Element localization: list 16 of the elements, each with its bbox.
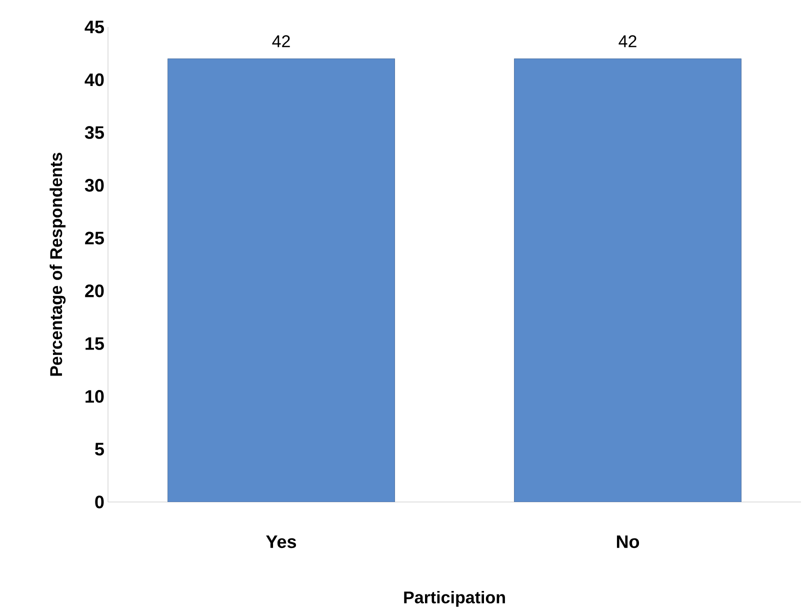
- y-tick-label: 5: [95, 442, 104, 456]
- x-tick-label: Yes: [266, 536, 296, 548]
- y-tick-label: 45: [84, 20, 104, 34]
- y-tick-label: 10: [86, 390, 104, 403]
- y-tick-label: 15: [86, 337, 104, 350]
- y-axis-title: Percentage of Respondents: [50, 152, 66, 376]
- data-label: 42: [272, 35, 290, 48]
- x-tick-label: No: [616, 536, 640, 548]
- y-tick-label: 25: [85, 232, 104, 244]
- y-tick-label: 20: [85, 284, 104, 298]
- y-tick-label: 35: [84, 126, 104, 139]
- x-axis-title: Participation: [404, 590, 505, 607]
- y-tick-label: 0: [95, 496, 104, 508]
- y-tick-label: 40: [84, 73, 104, 86]
- y-tick-label: 30: [84, 178, 104, 192]
- data-label: 42: [618, 35, 636, 48]
